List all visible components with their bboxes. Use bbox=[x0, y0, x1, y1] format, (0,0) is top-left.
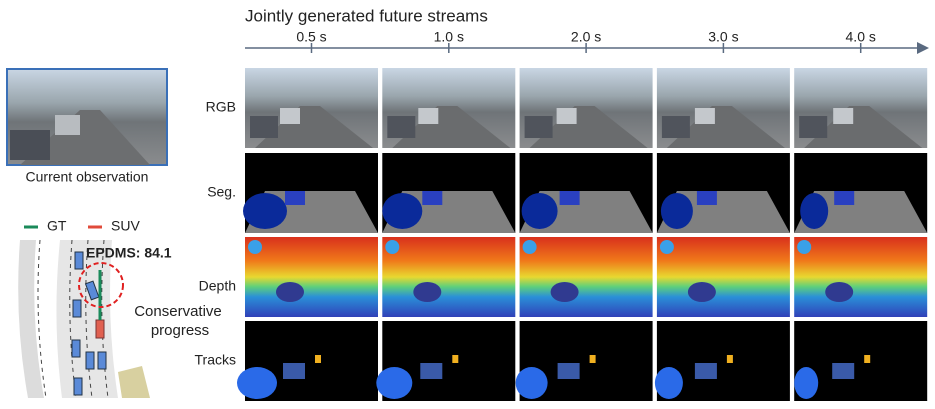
stream-frame bbox=[794, 68, 928, 148]
stream-frame bbox=[519, 153, 653, 233]
vehicle bbox=[387, 116, 416, 138]
stream-frame bbox=[382, 153, 516, 233]
tree bbox=[522, 240, 537, 254]
vehicle bbox=[382, 193, 423, 229]
vehicle bbox=[315, 355, 321, 363]
bev-map bbox=[10, 239, 165, 399]
vehicle bbox=[550, 282, 579, 302]
vehicle bbox=[237, 367, 277, 399]
stream-frame bbox=[243, 153, 378, 233]
frame-bg bbox=[656, 237, 790, 317]
stream-frame bbox=[237, 321, 378, 401]
timeline-label: 2.0 s bbox=[571, 29, 601, 45]
timeline-label: 3.0 s bbox=[708, 29, 738, 45]
vehicle bbox=[556, 108, 577, 124]
vehicle bbox=[422, 191, 443, 205]
figure-title: Jointly generated future streams bbox=[245, 6, 488, 25]
legend-label: GT bbox=[47, 218, 67, 234]
road bbox=[794, 191, 928, 233]
vehicle bbox=[524, 116, 553, 138]
frame-bg bbox=[519, 237, 653, 317]
frame-bg bbox=[794, 237, 928, 317]
vehicle bbox=[413, 282, 442, 302]
vehicle bbox=[660, 193, 693, 229]
tree bbox=[797, 240, 812, 254]
stream-frame bbox=[382, 237, 516, 317]
tree bbox=[385, 240, 400, 254]
timeline-label: 0.5 s bbox=[296, 29, 326, 45]
vehicle bbox=[661, 116, 690, 138]
vehicle bbox=[280, 108, 300, 124]
vehicle bbox=[800, 193, 829, 229]
row-label: Tracks bbox=[195, 352, 236, 368]
vehicle bbox=[825, 282, 854, 302]
vehicle bbox=[376, 367, 413, 399]
stream-frame bbox=[656, 153, 790, 233]
vehicle bbox=[694, 363, 717, 379]
vehicle bbox=[794, 367, 819, 399]
vehicle bbox=[726, 355, 733, 363]
frame-bg bbox=[382, 237, 516, 317]
observation-caption: Current observation bbox=[26, 169, 149, 185]
stream-frame bbox=[656, 68, 790, 148]
tree bbox=[248, 240, 262, 254]
tree bbox=[659, 240, 674, 254]
stream-frame bbox=[654, 321, 790, 401]
current-observation bbox=[6, 68, 168, 166]
stream-frame bbox=[245, 237, 378, 317]
stream-frame bbox=[515, 321, 653, 401]
road bbox=[804, 106, 923, 148]
timeline-label: 1.0 s bbox=[434, 29, 464, 45]
vehicle bbox=[452, 355, 459, 363]
vehicle bbox=[283, 363, 305, 379]
stream-frame bbox=[794, 321, 928, 401]
vehicle bbox=[654, 367, 683, 399]
vehicle bbox=[515, 367, 548, 399]
vehicle bbox=[276, 282, 304, 302]
vehicle bbox=[833, 108, 854, 124]
vehicle bbox=[696, 191, 717, 205]
stream-frame bbox=[656, 237, 790, 317]
vehicle bbox=[557, 363, 580, 379]
vehicle bbox=[589, 355, 596, 363]
timeline-label: 4.0 s bbox=[846, 29, 876, 45]
frame-bg bbox=[245, 237, 378, 317]
annotation-note: progress bbox=[151, 322, 209, 339]
stream-frame bbox=[519, 68, 653, 148]
vehicle bbox=[687, 282, 716, 302]
stream-frame bbox=[382, 68, 516, 148]
row-label: Depth bbox=[199, 278, 236, 294]
vehicle bbox=[864, 355, 871, 363]
road bbox=[255, 106, 373, 148]
vehicle bbox=[420, 363, 443, 379]
stream-frame bbox=[794, 153, 928, 233]
stream-frame bbox=[519, 237, 653, 317]
vehicle bbox=[243, 193, 287, 229]
road bbox=[529, 106, 648, 148]
annotation-note: Conservative bbox=[134, 303, 222, 320]
vehicle bbox=[694, 108, 715, 124]
stream-frame bbox=[376, 321, 516, 401]
vehicle bbox=[250, 116, 278, 138]
road bbox=[392, 106, 511, 148]
road bbox=[666, 106, 785, 148]
vehicle bbox=[418, 108, 439, 124]
vehicle bbox=[521, 193, 558, 229]
vehicle bbox=[559, 191, 580, 205]
vehicle bbox=[285, 191, 305, 205]
vehicle bbox=[832, 363, 855, 379]
stream-frame bbox=[245, 68, 378, 148]
row-label: Seg. bbox=[207, 184, 236, 200]
stream-frame bbox=[794, 237, 928, 317]
score-label: EPDMS: 84.1 bbox=[86, 245, 172, 261]
vehicle bbox=[834, 191, 855, 205]
legend-label: SUV bbox=[111, 218, 140, 234]
vehicle bbox=[799, 116, 828, 138]
row-label: RGB bbox=[206, 99, 236, 115]
